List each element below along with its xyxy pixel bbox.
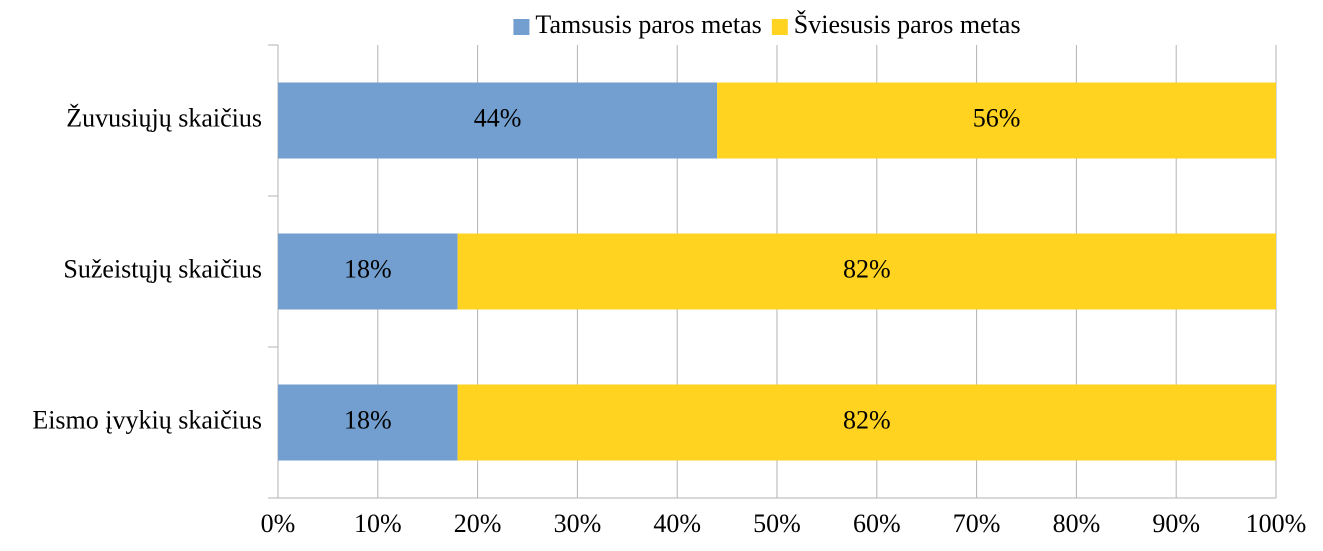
bar — [278, 82, 718, 159]
data-label: 56% — [973, 103, 1021, 132]
x-tick-label: 80% — [1053, 509, 1101, 538]
x-tick-label: 40% — [653, 509, 701, 538]
legend-label: Tamsusis paros metas — [535, 10, 761, 39]
x-tick-label: 50% — [753, 509, 801, 538]
data-label: 82% — [843, 405, 891, 434]
x-tick-label: 0% — [261, 509, 296, 538]
x-tick-label: 100% — [1246, 509, 1307, 538]
bar — [717, 82, 1276, 159]
x-tick-label: 90% — [1152, 509, 1200, 538]
y-tick-label: Žuvusiųjų skaičius — [66, 103, 262, 132]
legend-label: Šviesusis paros metas — [794, 10, 1021, 39]
data-label: 18% — [344, 254, 392, 283]
x-tick-label: 60% — [853, 509, 901, 538]
bar — [457, 384, 1276, 461]
legend-swatch — [513, 19, 530, 35]
x-tick-label: 10% — [354, 509, 402, 538]
data-label: 44% — [474, 103, 522, 132]
y-tick-label: Eismo įvykių skaičius — [32, 405, 262, 434]
data-label: 18% — [344, 405, 392, 434]
legend-swatch — [771, 19, 788, 35]
x-tick-label: 30% — [554, 509, 602, 538]
bar — [457, 233, 1276, 310]
data-label: 82% — [843, 254, 891, 283]
x-tick-label: 20% — [454, 509, 502, 538]
x-tick-label: 70% — [953, 509, 1001, 538]
y-tick-label: Sužeistųjų skaičius — [63, 254, 262, 283]
bar — [278, 233, 458, 310]
bar — [278, 384, 458, 461]
